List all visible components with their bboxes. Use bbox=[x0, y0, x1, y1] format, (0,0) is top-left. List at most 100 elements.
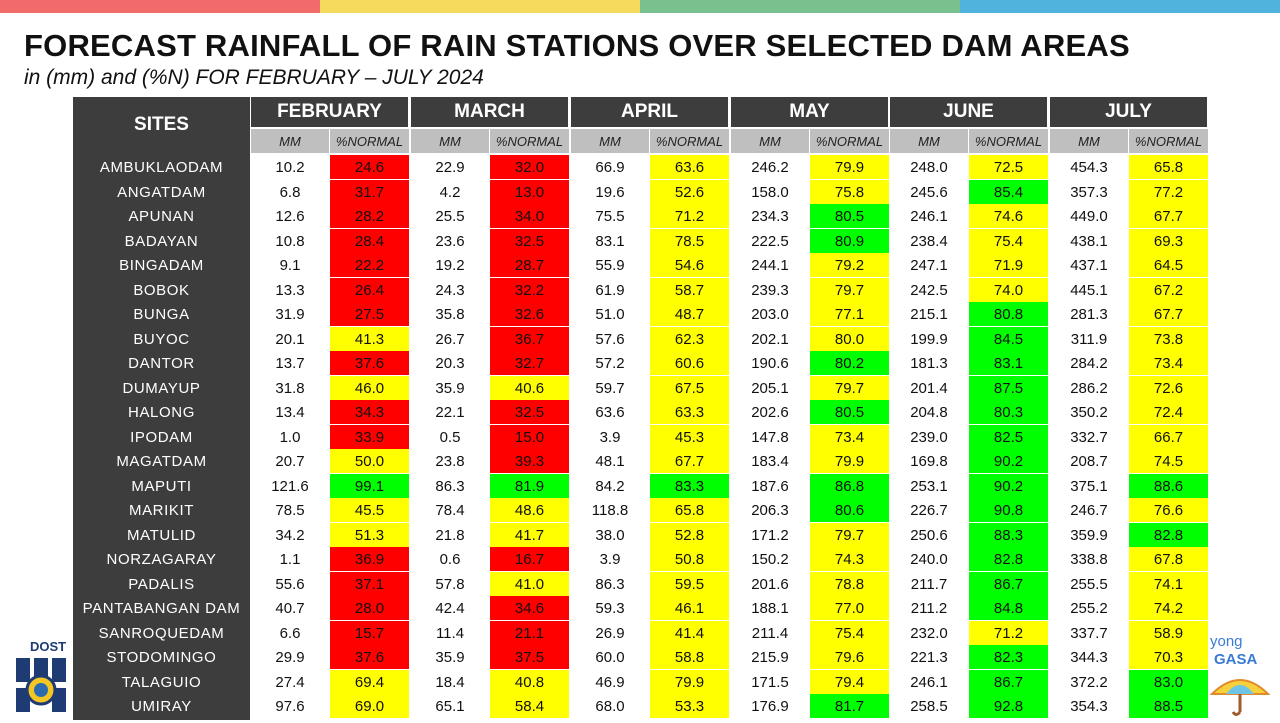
mm-cell: 86.3 bbox=[595, 575, 625, 593]
pct-normal-cell: 90.2 bbox=[969, 449, 1048, 473]
mm-cell: 150.2 bbox=[751, 550, 789, 568]
pct-normal-cell: 86.8 bbox=[810, 474, 889, 498]
site-name: BINGADAM bbox=[119, 256, 204, 274]
mm-cell: 258.5 bbox=[910, 697, 948, 715]
mm-subheader: MM bbox=[890, 129, 968, 153]
mm-cell: 40.7 bbox=[275, 599, 305, 617]
pct-normal-cell: 74.5 bbox=[1129, 449, 1208, 473]
mm-cell: 337.7 bbox=[1070, 624, 1108, 642]
pct-normal-cell: 52.6 bbox=[650, 180, 729, 204]
pct-normal-cell: 78.8 bbox=[810, 572, 889, 596]
mm-subheader: MM bbox=[1050, 129, 1128, 153]
pct-normal-cell: 69.0 bbox=[330, 694, 409, 718]
mm-cell: 19.6 bbox=[595, 183, 625, 201]
pct-normal-cell: 69.4 bbox=[330, 670, 409, 694]
umbrella-mascot-icon bbox=[1209, 679, 1271, 716]
mm-cell: 199.9 bbox=[910, 330, 948, 348]
site-name: AMBUKLAODAM bbox=[99, 158, 224, 176]
sites-header: SITES bbox=[134, 114, 189, 135]
pct-normal-cell: 40.8 bbox=[490, 670, 569, 694]
site-name: MAGATDAM bbox=[116, 452, 207, 470]
mm-cell: 255.5 bbox=[1070, 575, 1108, 593]
mm-cell: 13.3 bbox=[275, 281, 305, 299]
mm-cell: 357.3 bbox=[1070, 183, 1108, 201]
pct-normal-cell: 37.6 bbox=[330, 351, 409, 375]
site-name: ANGATDAM bbox=[117, 183, 206, 201]
pct-normal-cell: 79.9 bbox=[810, 449, 889, 473]
pct-normal-cell: 79.7 bbox=[810, 523, 889, 547]
mm-cell: 238.4 bbox=[910, 232, 948, 250]
pct-normal-cell: 33.9 bbox=[330, 425, 409, 449]
site-name: UMIRAY bbox=[131, 697, 192, 715]
pct-normal-cell: 75.8 bbox=[810, 180, 889, 204]
mm-cell: 61.9 bbox=[595, 281, 625, 299]
pct-normal-cell: 81.9 bbox=[490, 474, 569, 498]
mm-cell: 445.1 bbox=[1070, 281, 1108, 299]
mm-cell: 20.1 bbox=[275, 330, 305, 348]
pct-normal-cell: 45.3 bbox=[650, 425, 729, 449]
pct-normal-cell: 80.6 bbox=[810, 498, 889, 522]
mm-subheader: MM bbox=[251, 129, 329, 153]
mm-cell: 10.2 bbox=[275, 158, 305, 176]
pct-normal-cell: 90.2 bbox=[969, 474, 1048, 498]
pct-normal-cell: 85.4 bbox=[969, 180, 1048, 204]
pct-normal-cell: 99.1 bbox=[330, 474, 409, 498]
pct-normal-cell: 21.1 bbox=[490, 621, 569, 645]
mm-cell: 246.1 bbox=[910, 673, 948, 691]
site-name: HALONG bbox=[128, 403, 195, 421]
pct-normal-cell: 82.3 bbox=[969, 645, 1048, 669]
mm-cell: 35.9 bbox=[435, 379, 465, 397]
pct-normal-cell: 51.3 bbox=[330, 523, 409, 547]
mm-cell: 78.4 bbox=[435, 501, 465, 519]
mm-cell: 203.0 bbox=[751, 305, 789, 323]
pct-normal-cell: 74.2 bbox=[1129, 596, 1208, 620]
mm-cell: 242.5 bbox=[910, 281, 948, 299]
mm-cell: 23.8 bbox=[435, 452, 465, 470]
mm-cell: 246.7 bbox=[1070, 501, 1108, 519]
mm-cell: 35.8 bbox=[435, 305, 465, 323]
mm-cell: 375.1 bbox=[1070, 477, 1108, 495]
mm-cell: 239.3 bbox=[751, 281, 789, 299]
site-name: MATULID bbox=[127, 526, 196, 544]
pagasa-logo: yong GASA bbox=[1206, 633, 1276, 718]
pct-normal-cell: 67.8 bbox=[1129, 547, 1208, 571]
pct-normal-cell: 74.1 bbox=[1129, 572, 1208, 596]
month-header: APRIL bbox=[571, 97, 728, 127]
site-name: DANTOR bbox=[128, 354, 195, 372]
pct-normal-cell: 69.3 bbox=[1129, 229, 1208, 253]
month-header: MAY bbox=[731, 97, 888, 127]
mm-cell: 57.2 bbox=[595, 354, 625, 372]
pct-normal-cell: 82.8 bbox=[969, 547, 1048, 571]
pct-normal-cell: 24.6 bbox=[330, 155, 409, 179]
mm-cell: 211.4 bbox=[751, 624, 789, 642]
mm-cell: 253.1 bbox=[910, 477, 948, 495]
pct-normal-subheader: %NORMAL bbox=[330, 129, 409, 153]
pct-normal-cell: 74.0 bbox=[969, 278, 1048, 302]
pct-normal-cell: 32.2 bbox=[490, 278, 569, 302]
site-name: MAPUTI bbox=[131, 477, 192, 495]
mm-cell: 181.3 bbox=[910, 354, 948, 372]
pct-normal-cell: 80.3 bbox=[969, 400, 1048, 424]
pct-normal-cell: 86.7 bbox=[969, 572, 1048, 596]
pct-normal-cell: 82.5 bbox=[969, 425, 1048, 449]
sites-column-background bbox=[73, 97, 250, 720]
pct-normal-cell: 79.4 bbox=[810, 670, 889, 694]
logo-text-line-2: GASA bbox=[1214, 651, 1258, 668]
pct-normal-cell: 72.6 bbox=[1129, 376, 1208, 400]
pct-normal-cell: 78.5 bbox=[650, 229, 729, 253]
mm-cell: 354.3 bbox=[1070, 697, 1108, 715]
pct-normal-cell: 77.2 bbox=[1129, 180, 1208, 204]
dost-label: DOST bbox=[30, 639, 67, 654]
page-title: FORECAST RAINFALL OF RAIN STATIONS OVER … bbox=[24, 28, 1130, 63]
mm-cell: 0.5 bbox=[439, 428, 461, 446]
mm-cell: 359.9 bbox=[1070, 526, 1108, 544]
pct-normal-cell: 28.7 bbox=[490, 253, 569, 277]
mm-cell: 183.4 bbox=[751, 452, 789, 470]
pct-normal-cell: 70.3 bbox=[1129, 645, 1208, 669]
mm-cell: 240.0 bbox=[910, 550, 948, 568]
pct-normal-cell: 13.0 bbox=[490, 180, 569, 204]
mm-cell: 3.9 bbox=[599, 550, 621, 568]
pct-normal-cell: 71.2 bbox=[650, 204, 729, 228]
pct-normal-cell: 48.7 bbox=[650, 302, 729, 326]
mm-cell: 244.1 bbox=[751, 256, 789, 274]
